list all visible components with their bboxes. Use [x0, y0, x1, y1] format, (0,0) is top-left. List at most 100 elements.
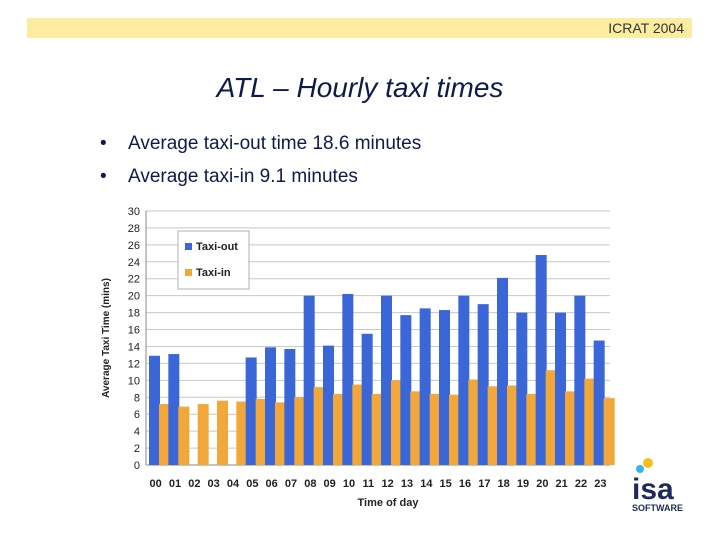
x-tick-label: 05 — [246, 478, 258, 490]
bar-taxi-in — [333, 393, 344, 465]
y-tick-label: 6 — [134, 409, 140, 421]
y-tick-label: 16 — [128, 325, 140, 337]
bar-taxi-in — [468, 379, 480, 465]
x-tick-label: 00 — [150, 478, 162, 490]
bar-taxi-in — [255, 398, 267, 465]
bullet-list: • Average taxi-out time 18.6 minutes • Ave… — [100, 130, 421, 196]
x-tick-label: 01 — [169, 478, 181, 490]
y-tick-label: 28 — [128, 223, 140, 235]
x-tick-label: 16 — [459, 478, 471, 490]
x-tick-label: 17 — [478, 478, 490, 490]
slide-title: ATL – Hourly taxi times — [216, 72, 504, 103]
bar-taxi-out — [245, 357, 257, 465]
isa-software-logo: isa SOFTWARE — [632, 458, 683, 513]
bullet-text: Average taxi-in 9.1 minutes — [128, 166, 358, 187]
y-tick-label: 24 — [128, 257, 140, 269]
x-tick-label: 06 — [266, 478, 278, 490]
legend-label: Taxi-out — [196, 241, 238, 253]
y-tick-label: 12 — [128, 358, 140, 370]
bar-taxi-out — [381, 295, 392, 465]
bar-taxi-in — [391, 380, 402, 465]
x-tick-label: 15 — [440, 478, 452, 490]
header-text: ICRAT 2004 — [608, 20, 684, 36]
bar-taxi-out — [458, 295, 470, 465]
x-tick-label: 14 — [420, 478, 433, 490]
bar-taxi-out — [149, 355, 160, 465]
x-tick-label: 21 — [556, 478, 568, 490]
x-tick-label: 07 — [285, 478, 297, 490]
logo-subtext: SOFTWARE — [632, 503, 683, 513]
logo-dot-yellow — [643, 458, 653, 468]
bar-taxi-in — [371, 393, 383, 465]
bar-taxi-out — [593, 340, 605, 465]
bar-taxi-in — [159, 404, 170, 465]
y-tick-label: 8 — [134, 392, 140, 404]
x-tick-label: 09 — [324, 478, 336, 490]
bar-taxi-in — [236, 401, 248, 465]
y-tick-label: 26 — [128, 240, 140, 252]
legend-swatch — [185, 269, 192, 276]
bar-taxi-out — [439, 310, 450, 465]
bar-taxi-out — [284, 349, 296, 465]
bar-taxi-in — [352, 384, 364, 465]
x-tick-label: 19 — [517, 478, 529, 490]
bar-taxi-in — [603, 398, 615, 465]
bar-taxi-in — [449, 394, 460, 465]
bar-taxi-in — [545, 370, 557, 465]
x-tick-label: 13 — [401, 478, 413, 490]
bar-taxi-in — [565, 391, 576, 465]
bullet-dot: • — [100, 133, 107, 154]
bar-taxi-out — [516, 312, 528, 465]
bullet-item: • Average taxi-in 9.1 minutes — [100, 163, 421, 196]
bullet-dot: • — [100, 166, 107, 187]
y-tick-label: 0 — [134, 460, 140, 472]
x-axis-title: Time of day — [358, 497, 420, 509]
x-tick-label: 04 — [227, 478, 240, 490]
bar-taxi-out — [535, 255, 547, 465]
bullet-text: Average taxi-out time 18.6 minutes — [128, 133, 422, 154]
bar-taxi-out — [265, 347, 276, 465]
bar-taxi-in — [197, 404, 209, 465]
bar-taxi-out — [419, 308, 431, 465]
bar-taxi-out — [323, 345, 334, 465]
y-axis-title: Average Taxi Time (mins) — [101, 278, 112, 398]
legend-label: Taxi-in — [196, 267, 231, 279]
bar-taxi-in — [584, 378, 596, 465]
x-tick-label: 18 — [498, 478, 510, 490]
bar-taxi-in — [526, 393, 538, 465]
bar-taxi-in — [217, 400, 228, 465]
x-tick-label: 22 — [575, 478, 587, 490]
x-tick-label: 03 — [208, 478, 220, 490]
y-tick-label: 20 — [128, 291, 140, 303]
bar-taxi-in — [275, 402, 286, 465]
bar-taxi-out — [497, 277, 508, 465]
y-tick-label: 10 — [128, 375, 140, 387]
y-tick-label: 14 — [128, 341, 140, 353]
logo-text: isa — [632, 473, 674, 506]
bar-taxi-in — [429, 393, 441, 465]
bar-taxi-in — [178, 406, 190, 465]
x-tick-label: 23 — [594, 478, 606, 490]
x-tick-label: 20 — [536, 478, 548, 490]
bar-taxi-in — [313, 387, 325, 465]
x-tick-label: 12 — [382, 478, 394, 490]
bar-taxi-in — [410, 391, 422, 465]
bar-taxi-out — [361, 333, 373, 465]
bar-taxi-out — [555, 312, 566, 465]
bar-taxi-out — [168, 354, 180, 465]
y-tick-label: 18 — [128, 308, 140, 320]
legend-box — [177, 230, 250, 290]
x-tick-label: 02 — [188, 478, 200, 490]
bar-taxi-out — [303, 295, 315, 465]
x-tick-label: 11 — [363, 478, 375, 490]
bar-taxi-in — [294, 397, 306, 465]
bullet-item: • Average taxi-out time 18.6 minutes — [100, 130, 421, 163]
bar-taxi-out — [400, 315, 412, 465]
bar-taxi-in — [507, 385, 518, 465]
bar-taxi-out — [342, 293, 354, 465]
header-bar: ICRAT 2004 — [27, 18, 692, 38]
y-tick-label: 2 — [134, 443, 140, 455]
x-tick-label: 08 — [304, 478, 316, 490]
bar-taxi-out — [477, 304, 489, 465]
